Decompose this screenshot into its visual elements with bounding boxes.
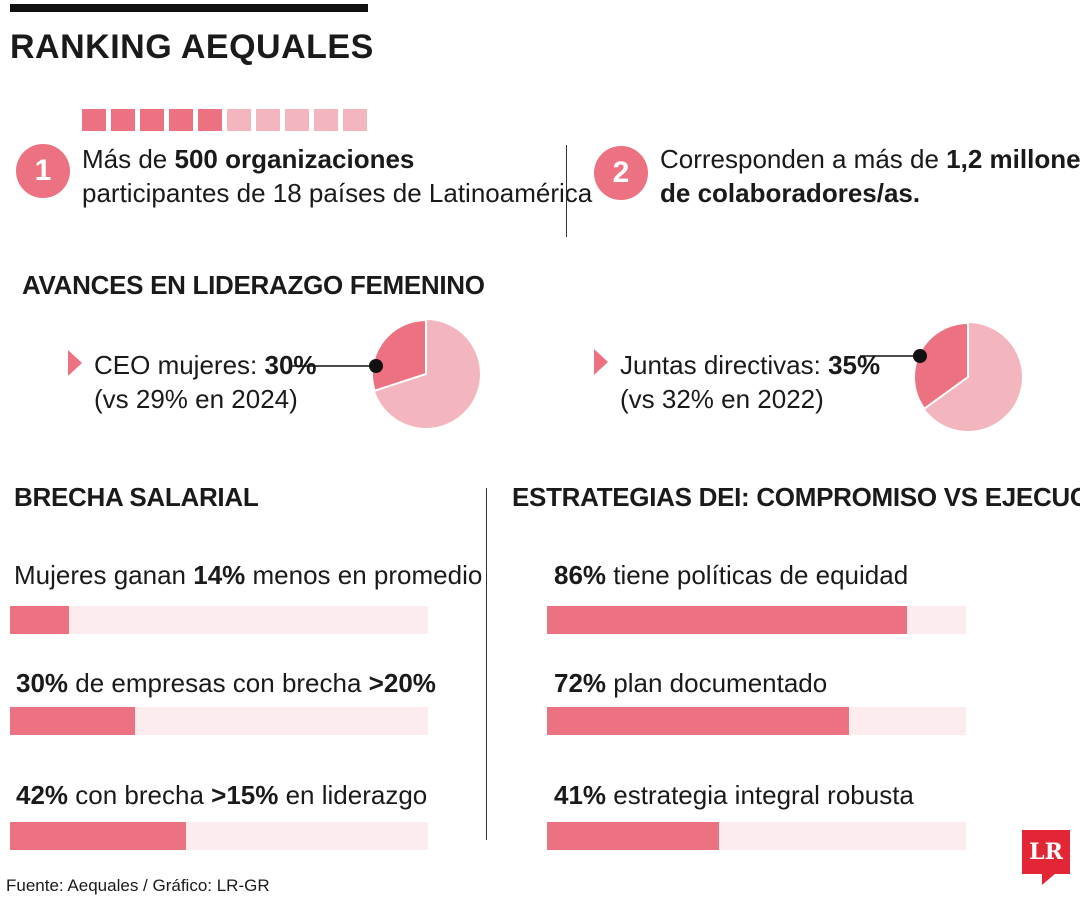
progress-square-filled <box>140 109 164 131</box>
salary-title: BRECHA SALARIAL <box>14 482 259 512</box>
salary-bar-fill <box>10 606 69 634</box>
stat-2-pre: Corresponden a más de <box>660 144 947 174</box>
salary-row-label: 42% con brecha >15% en liderazgo <box>16 780 427 811</box>
leadership-title: AVANCES EN LIDERAZGO FEMENINO <box>22 270 485 300</box>
stat-2-bold-line2: de colaboradores/as. <box>660 178 921 208</box>
salary-row-post: menos en promedio <box>245 560 483 590</box>
boards-label: Juntas directivas: <box>620 350 829 380</box>
dei-row-post: plan documentado <box>606 668 828 698</box>
stat-2-text: Corresponden a más de 1,2 millones de co… <box>660 142 1080 210</box>
progress-square-empty <box>227 109 251 131</box>
progress-square-filled <box>111 109 135 131</box>
dei-row-post: estrategia integral robusta <box>606 780 914 810</box>
salary-row-label: 30% de empresas con brecha >20% <box>16 668 436 699</box>
salary-bar-fill <box>10 822 186 850</box>
progress-square-empty <box>343 109 367 131</box>
dei-bar-fill <box>547 822 719 850</box>
progress-square-filled <box>198 109 222 131</box>
salary-row-post: de empresas con brecha <box>68 668 369 698</box>
source-note: Fuente: Aequales / Gráfico: LR-GR <box>6 876 270 895</box>
stat-2-bold: 1,2 millones <box>946 144 1080 174</box>
top-rule <box>10 4 368 12</box>
dei-row-bold: 86% <box>554 560 607 590</box>
dei-row-label: 41% estrategia integral robusta <box>554 780 914 811</box>
stat-1-pre: Más de <box>82 144 175 174</box>
progress-square-filled <box>169 109 193 131</box>
ceo-value: 30% <box>264 350 317 380</box>
salary-row-bold2: >15% <box>211 780 279 810</box>
dei-bar-fill <box>547 606 908 634</box>
dei-bar-fill <box>547 707 849 735</box>
boards-note: (vs 32% en 2022) <box>620 384 824 414</box>
salary-row-pre: Mujeres ganan <box>14 560 194 590</box>
stat-number-1: 1 <box>16 144 70 198</box>
salary-row-bold: 14% <box>193 560 246 590</box>
dei-title: ESTRATEGIAS DEI: COMPROMISO VS EJECUCIÓN <box>512 482 1080 512</box>
progress-square-empty <box>285 109 309 131</box>
dei-bar-track <box>547 822 966 850</box>
dei-row-bold: 41% <box>554 780 607 810</box>
dei-row-post: tiene políticas de equidad <box>606 560 909 590</box>
dei-row-label: 72% plan documentado <box>554 668 827 699</box>
dei-bar-track <box>547 606 966 634</box>
salary-bar-track <box>10 822 428 850</box>
dei-row-label: 86% tiene políticas de equidad <box>554 560 908 591</box>
progress-square-empty <box>256 109 280 131</box>
stats-divider <box>566 145 567 237</box>
salary-row-label: Mujeres ganan 14% menos en promedio <box>14 560 482 591</box>
dei-bar-track <box>547 707 966 735</box>
salary-row-bold: 30% <box>16 668 69 698</box>
sections-divider <box>486 488 487 840</box>
salary-row-bold: 42% <box>16 780 69 810</box>
pointer-icon <box>594 349 608 375</box>
stat-1-text: Más de 500 organizaciones participantes … <box>82 142 592 210</box>
stat-number-2: 2 <box>594 146 648 200</box>
logo-tail <box>1042 873 1056 885</box>
ceo-label: CEO mujeres: <box>94 350 265 380</box>
pointer-icon <box>68 350 82 376</box>
pie-slice-highlight <box>371 318 427 392</box>
page-title: RANKING AEQUALES <box>10 28 374 66</box>
salary-row-post2: en liderazgo <box>278 780 428 810</box>
salary-bar-track <box>10 606 428 634</box>
ceo-indicator: CEO mujeres: 30% (vs 29% en 2024) <box>94 348 317 416</box>
progress-square-filled <box>82 109 106 131</box>
boards-value: 35% <box>828 350 881 380</box>
leader-dot <box>369 359 383 373</box>
salary-bar-track <box>10 707 428 735</box>
progress-squares <box>82 109 367 131</box>
stat-1-bold: 500 organizaciones <box>174 144 415 174</box>
ceo-note: (vs 29% en 2024) <box>94 384 298 414</box>
salary-row-post: con brecha <box>68 780 212 810</box>
stat-1-line2: participantes de 18 países de Latinoamér… <box>82 178 593 208</box>
progress-square-empty <box>314 109 338 131</box>
salary-row-bold2: >20% <box>368 668 436 698</box>
boards-indicator: Juntas directivas: 35% (vs 32% en 2022) <box>620 348 880 416</box>
lr-logo: LR <box>1022 830 1070 874</box>
dei-row-bold: 72% <box>554 668 607 698</box>
salary-bar-fill <box>10 707 136 735</box>
leader-dot <box>913 349 927 363</box>
